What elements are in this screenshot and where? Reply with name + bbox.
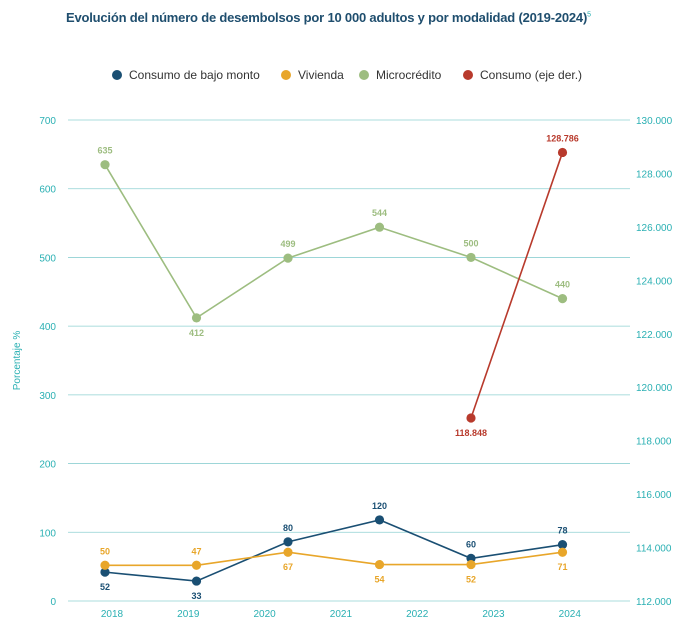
- data-label-consumo-de-bajo-monto: 78: [557, 526, 567, 536]
- x-tick-label: 2018: [101, 609, 124, 620]
- data-label-vivienda: 54: [374, 575, 384, 585]
- legend-label-consumo: Consumo (eje der.): [480, 68, 583, 82]
- data-labels: 52 33 80 120 60 78 50 47 67 54 52 71 635 412 499 544 500…: [97, 133, 578, 601]
- chart-title-text: Evolución del número de desembolsos por …: [66, 10, 588, 25]
- data-label-microcr-dito: 500: [463, 238, 478, 248]
- data-label-microcr-dito: 544: [372, 208, 387, 218]
- data-point-consumo-de-bajo-monto: [374, 515, 385, 525]
- series-line-vivienda: [105, 551, 563, 567]
- data-label-vivienda: 47: [191, 546, 201, 556]
- data-label-vivienda: 52: [466, 575, 476, 585]
- y-right-tick-label: 114.000: [636, 544, 672, 555]
- y-tick-label: 200: [39, 460, 56, 471]
- x-tick-label: 2019: [177, 609, 200, 620]
- chart-title: Evolución del número de desembolsos por …: [66, 10, 591, 25]
- legend-marker-microcredito: [359, 70, 369, 80]
- data-label-microcr-dito: 635: [97, 146, 112, 156]
- data-point-vivienda: [283, 547, 293, 557]
- data-label-microcr-dito: 440: [555, 280, 570, 290]
- y-right-tick-label: 118.000: [636, 437, 672, 448]
- data-point-vivienda: [100, 560, 110, 570]
- data-label-vivienda: 71: [557, 562, 567, 572]
- data-point-microcr-dito: [466, 252, 476, 263]
- axes: 0 100 200 300 400 500 600 700 112.000 114.000 116.…: [12, 116, 673, 620]
- data-point-microcr-dito: [374, 222, 385, 232]
- series-line-consumo-de-bajo-monto: [104, 519, 563, 582]
- y-tick-label: 0: [50, 597, 56, 608]
- data-label-consumo-de-bajo-monto: 120: [372, 501, 387, 511]
- data-point-consumo-eje-der: [466, 413, 476, 423]
- legend-item-consumo-bajo-monto: Consumo de bajo monto: [112, 68, 260, 82]
- x-tick-label: 2020: [253, 609, 276, 620]
- x-tick-label: 2023: [482, 609, 505, 620]
- data-label-vivienda: 67: [283, 562, 293, 572]
- legend-item-microcredito: Microcrédito: [359, 68, 441, 82]
- series-line-microcr-dito: [104, 164, 563, 320]
- y-right-tick-label: 126.000: [636, 223, 673, 234]
- legend-marker-consumo: [463, 70, 473, 80]
- y-right-tick-label: 116.000: [636, 490, 672, 501]
- y-tick-label: 400: [39, 322, 56, 333]
- data-label-consumo-eje-der: 128.786: [546, 133, 579, 143]
- data-label-vivienda: 50: [100, 546, 110, 556]
- x-tick-label: 2021: [330, 609, 353, 620]
- data-point-consumo-de-bajo-monto: [557, 540, 568, 550]
- y-tick-label: 100: [39, 528, 56, 539]
- data-point-consumo-eje-der: [557, 147, 568, 158]
- data-point-consumo-de-bajo-monto: [283, 537, 293, 547]
- data-label-consumo-de-bajo-monto: 60: [466, 539, 476, 549]
- data-point-consumo-de-bajo-monto: [100, 567, 110, 577]
- data-point-microcr-dito: [283, 253, 293, 263]
- data-label-consumo-de-bajo-monto: 80: [283, 523, 293, 533]
- y-tick-label: 500: [39, 253, 56, 264]
- data-label-consumo-de-bajo-monto: 33: [191, 591, 201, 601]
- legend-item-vivienda: Vivienda: [281, 68, 344, 82]
- y-right-tick-label: 112.000: [636, 597, 672, 608]
- y-tick-label: 300: [39, 391, 56, 402]
- y-tick-label: 700: [39, 116, 56, 127]
- data-point-consumo-de-bajo-monto: [191, 576, 202, 586]
- x-tick-label: 2022: [406, 609, 429, 620]
- y-right-tick-label: 122.000: [636, 330, 673, 341]
- legend-label-consumo-bajo-monto: Consumo de bajo monto: [129, 68, 260, 82]
- title-footnote: 5: [587, 11, 591, 19]
- y-right-tick-label: 130.000: [636, 116, 673, 127]
- data-point-microcr-dito: [100, 160, 110, 170]
- data-point-microcr-dito: [191, 313, 202, 323]
- legend-marker-vivienda: [281, 70, 291, 80]
- legend-marker-consumo-bajo-monto: [112, 70, 122, 80]
- chart-legend: Consumo de bajo monto Vivienda Microcréd…: [0, 68, 688, 86]
- data-label-microcr-dito: 412: [189, 328, 204, 338]
- data-point-microcr-dito: [557, 294, 568, 304]
- data-point-vivienda: [191, 560, 202, 570]
- legend-item-consumo: Consumo (eje der.): [463, 68, 582, 82]
- data-point-vivienda: [557, 547, 568, 557]
- x-tick-label: 2024: [559, 609, 582, 620]
- y-right-tick-label: 128.000: [636, 169, 673, 180]
- legend-label-microcredito: Microcrédito: [376, 68, 442, 82]
- data-label-microcr-dito: 499: [280, 239, 295, 249]
- data-point-vivienda: [466, 559, 476, 570]
- legend-label-vivienda: Vivienda: [298, 68, 344, 82]
- y-right-tick-label: 120.000: [636, 383, 673, 394]
- data-label-consumo-de-bajo-monto: 52: [100, 582, 110, 592]
- y-right-tick-label: 124.000: [636, 276, 673, 287]
- data-point-vivienda: [374, 559, 385, 570]
- series-line-consumo-eje-der: [470, 152, 564, 419]
- series: [100, 147, 568, 586]
- data-label-consumo-eje-der: 118.848: [455, 428, 487, 438]
- y-axis-title: Porcentaje %: [12, 331, 23, 391]
- grid-lines: [68, 119, 630, 602]
- y-tick-label: 600: [39, 185, 56, 196]
